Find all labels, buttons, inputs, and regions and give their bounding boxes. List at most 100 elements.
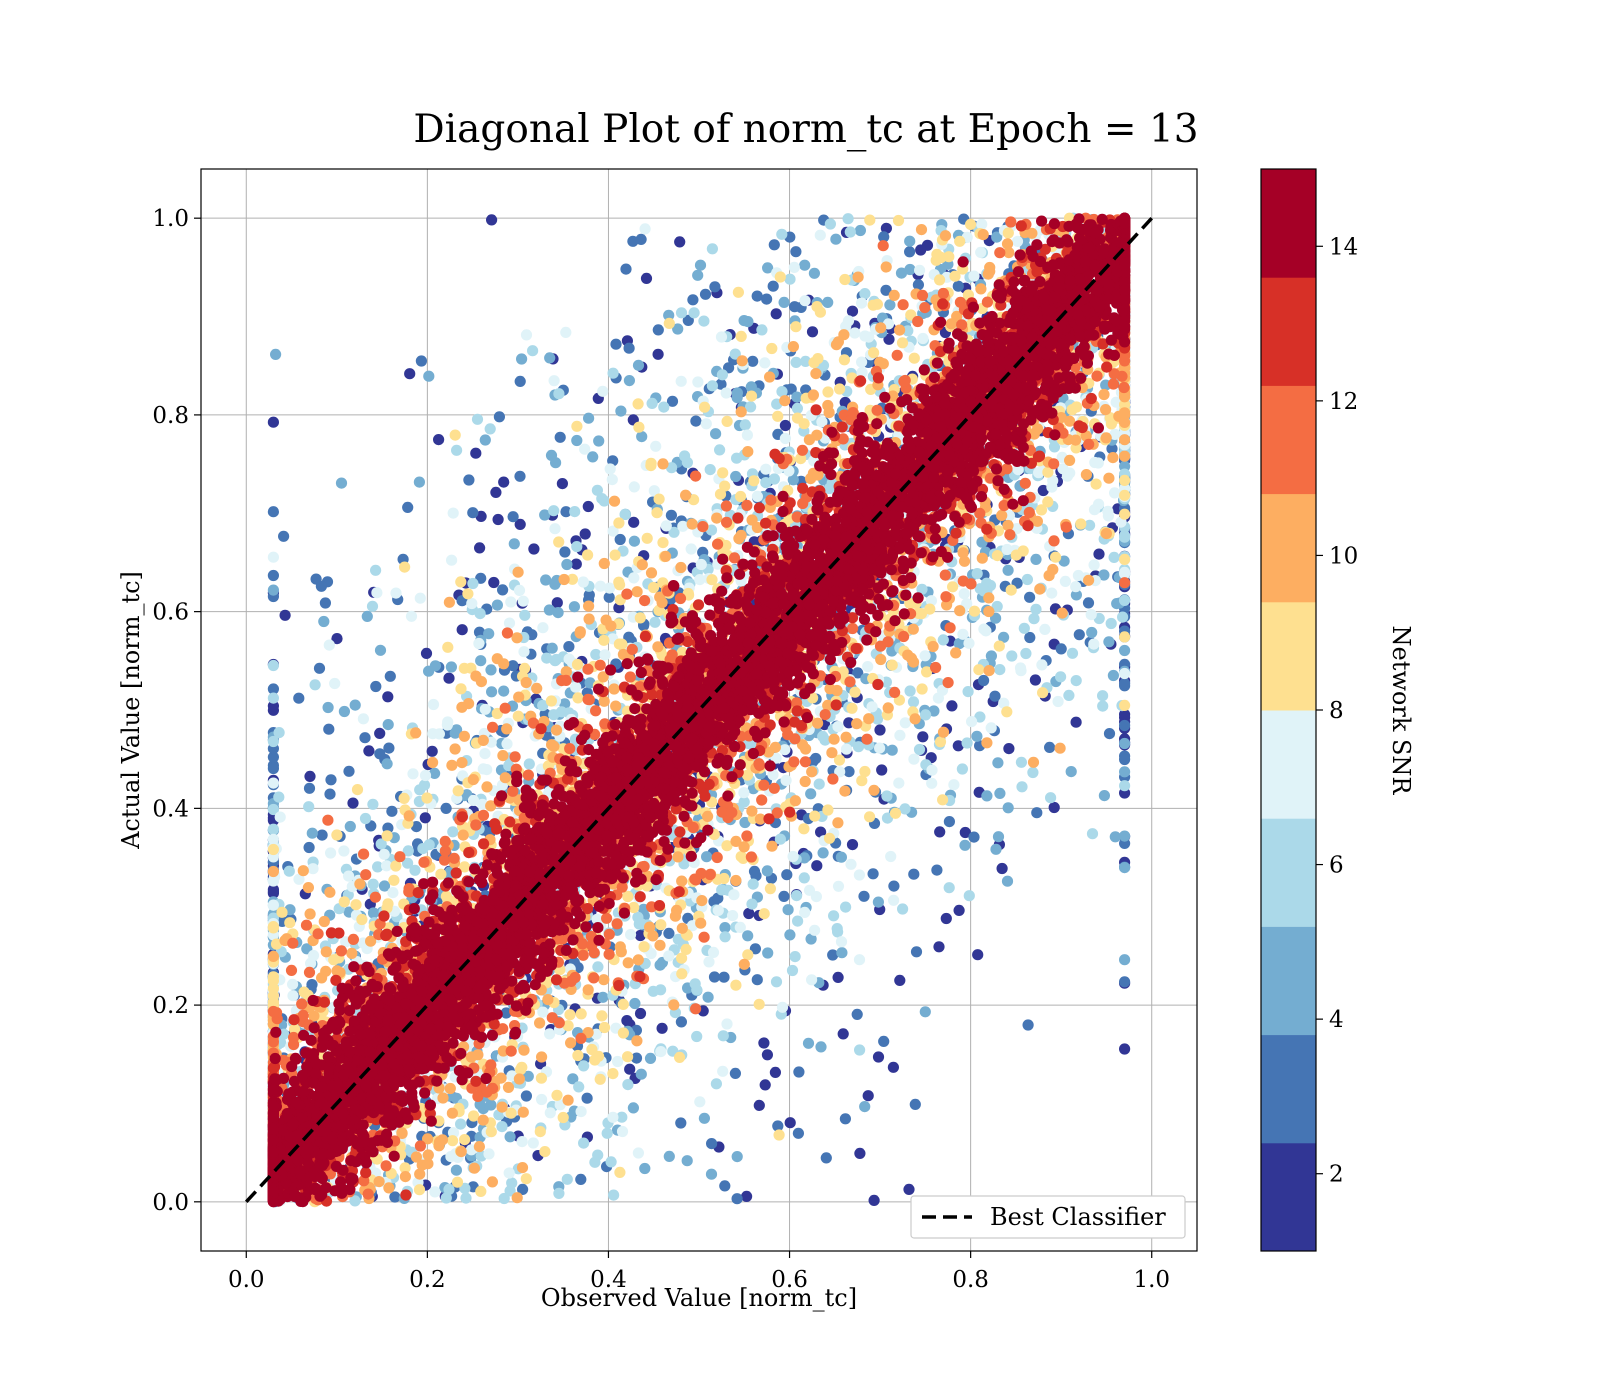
- scatter-point: [507, 660, 519, 672]
- scatter-point: [908, 753, 920, 765]
- scatter-point: [559, 546, 571, 558]
- scatter-point: [1103, 728, 1116, 740]
- scatter-point: [849, 686, 861, 698]
- scatter-point: [520, 676, 532, 689]
- scatter-point: [507, 511, 519, 523]
- scatter-point: [956, 763, 969, 775]
- scatter-point: [747, 878, 759, 890]
- scatter-point: [985, 722, 997, 734]
- scatter-point: [582, 549, 594, 561]
- scatter-point: [370, 680, 382, 693]
- scatter-point: [1059, 575, 1071, 588]
- scatter-point: [717, 1065, 729, 1077]
- scatter-point: [1119, 976, 1131, 988]
- scatter-point: [799, 906, 811, 919]
- scatter-point: [973, 664, 985, 676]
- scatter-point: [557, 1111, 569, 1124]
- scatter-point: [810, 752, 822, 765]
- scatter-point: [335, 477, 348, 489]
- scatter-point: [491, 599, 503, 611]
- scatter-point: [500, 1007, 512, 1019]
- scatter-point: [781, 869, 793, 881]
- scatter-point: [872, 896, 885, 908]
- scatter-point: [552, 607, 564, 619]
- scatter-point: [575, 1106, 587, 1118]
- scatter-point: [1082, 597, 1095, 609]
- scatter-point: [767, 280, 779, 292]
- scatter-point: [267, 899, 279, 911]
- scatter-point: [868, 1194, 880, 1206]
- scatter-point: [384, 670, 396, 682]
- scatter-point: [445, 661, 457, 673]
- scatter-point: [952, 280, 964, 292]
- scatter-point: [864, 811, 876, 823]
- scatter-point: [414, 592, 426, 604]
- scatter-point: [419, 769, 432, 782]
- scatter-point: [609, 549, 621, 561]
- scatter-point: [963, 890, 975, 902]
- scatter-point: [367, 798, 379, 810]
- scatter-point: [615, 405, 627, 417]
- scatter-point: [776, 1001, 789, 1013]
- scatter-point: [676, 968, 688, 980]
- scatter-point: [845, 858, 857, 870]
- scatter-point: [731, 392, 743, 404]
- scatter-point: [732, 286, 745, 298]
- scatter-point: [568, 601, 581, 613]
- scatter-point: [820, 1152, 832, 1164]
- scatter-point: [331, 633, 343, 645]
- scatter-point: [1024, 631, 1036, 644]
- scatter-point: [386, 805, 398, 817]
- scatter-point: [423, 370, 435, 382]
- scatter-point: [835, 936, 848, 948]
- scatter-point: [501, 738, 513, 750]
- scatter-point: [959, 839, 971, 851]
- scatter-point: [721, 1018, 733, 1030]
- scatter-point: [488, 576, 500, 589]
- scatter-point: [685, 543, 697, 555]
- scatter-point: [978, 623, 990, 635]
- scatter-point: [644, 1052, 657, 1064]
- scatter-point: [617, 1027, 630, 1039]
- scatter-point: [316, 829, 328, 841]
- scatter-point: [329, 677, 341, 690]
- scatter-point: [572, 1049, 584, 1062]
- scatter-point: [492, 513, 504, 526]
- scatter-point: [1117, 611, 1129, 623]
- scatter-point: [512, 710, 524, 722]
- scatter-point: [952, 740, 964, 752]
- scatter-point: [888, 880, 900, 892]
- scatter-point: [903, 1183, 915, 1195]
- scatter-point: [792, 915, 804, 927]
- scatter-point: [520, 329, 533, 341]
- scatter-point: [639, 1162, 651, 1175]
- scatter-point: [468, 1110, 480, 1122]
- scatter-point: [784, 273, 796, 285]
- scatter-point: [267, 692, 279, 704]
- scatter-point: [789, 951, 801, 963]
- scatter-point: [702, 991, 714, 1003]
- scatter-point: [706, 243, 719, 255]
- scatter-point: [1070, 716, 1082, 728]
- scatter-point: [761, 293, 773, 305]
- scatter-point: [946, 700, 958, 712]
- scatter-point: [579, 443, 591, 455]
- scatter-point: [963, 637, 975, 649]
- scatter-point: [799, 259, 811, 271]
- scatter-point: [675, 1016, 688, 1028]
- scatter-point: [338, 705, 350, 718]
- scatter-point: [1005, 584, 1017, 596]
- scatter-point: [356, 913, 368, 926]
- scatter-point: [503, 617, 516, 629]
- scatter-point: [1048, 801, 1060, 814]
- scatter-point: [485, 664, 497, 676]
- scatter-point: [1030, 553, 1042, 566]
- scatter-point: [389, 1191, 401, 1203]
- scatter-point: [537, 1006, 549, 1018]
- scatter-point: [700, 418, 712, 430]
- scatter-point: [919, 1006, 931, 1018]
- scatter-point: [1006, 650, 1018, 662]
- scatter-point: [404, 368, 416, 380]
- scatter-point: [1002, 564, 1014, 576]
- scatter-point: [728, 889, 740, 901]
